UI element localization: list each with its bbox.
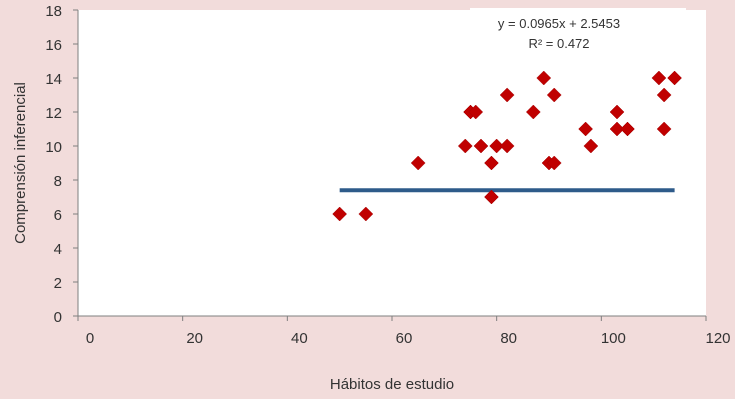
data-point — [656, 87, 672, 103]
data-point — [620, 121, 635, 137]
y-tick-label: 16 — [45, 37, 62, 54]
y-tick-label: 14 — [45, 71, 62, 88]
y-tick-label: 10 — [45, 139, 62, 156]
data-point — [499, 138, 515, 154]
data-point — [499, 87, 515, 103]
data-point — [410, 155, 426, 171]
x-tick-label: 0 — [86, 330, 94, 347]
data-point — [484, 155, 499, 171]
y-tick-label: 2 — [54, 275, 62, 292]
data-point — [468, 104, 484, 120]
data-point — [546, 155, 562, 171]
x-tick-label: 60 — [396, 330, 413, 347]
data-point — [609, 121, 625, 137]
data-point — [536, 70, 552, 86]
data-point — [489, 138, 505, 154]
y-tick-label: 0 — [54, 309, 62, 326]
y-tick-label: 6 — [54, 207, 62, 224]
x-tick-label: 20 — [186, 330, 203, 347]
data-point — [651, 70, 667, 86]
y-tick-label: 8 — [54, 173, 62, 190]
x-axis-title: Hábitos de estudio — [330, 376, 454, 393]
x-tick-label: 80 — [500, 330, 517, 347]
data-point — [609, 104, 625, 120]
trendline-r-squared: R² = 0.472 — [528, 36, 589, 51]
data-point — [656, 121, 672, 137]
data-point — [583, 138, 599, 154]
y-tick-label: 4 — [54, 241, 62, 258]
y-tick-label: 18 — [45, 3, 62, 20]
x-tick-label: 120 — [705, 330, 730, 347]
data-point — [332, 206, 348, 222]
x-tick-label: 100 — [601, 330, 626, 347]
y-tick-label: 12 — [45, 105, 62, 122]
data-point — [358, 206, 374, 222]
x-tick-label: 40 — [291, 330, 308, 347]
data-point — [667, 70, 682, 86]
data-point — [578, 121, 593, 137]
y-axis-title: Comprensión inferencial — [12, 82, 29, 244]
data-point — [457, 138, 473, 154]
data-point — [484, 189, 499, 205]
trendline-equation: y = 0.0965x + 2.5453 — [498, 16, 620, 31]
data-point — [473, 138, 489, 154]
equation-box — [470, 8, 686, 68]
data-point — [525, 104, 541, 120]
data-point — [546, 87, 562, 103]
